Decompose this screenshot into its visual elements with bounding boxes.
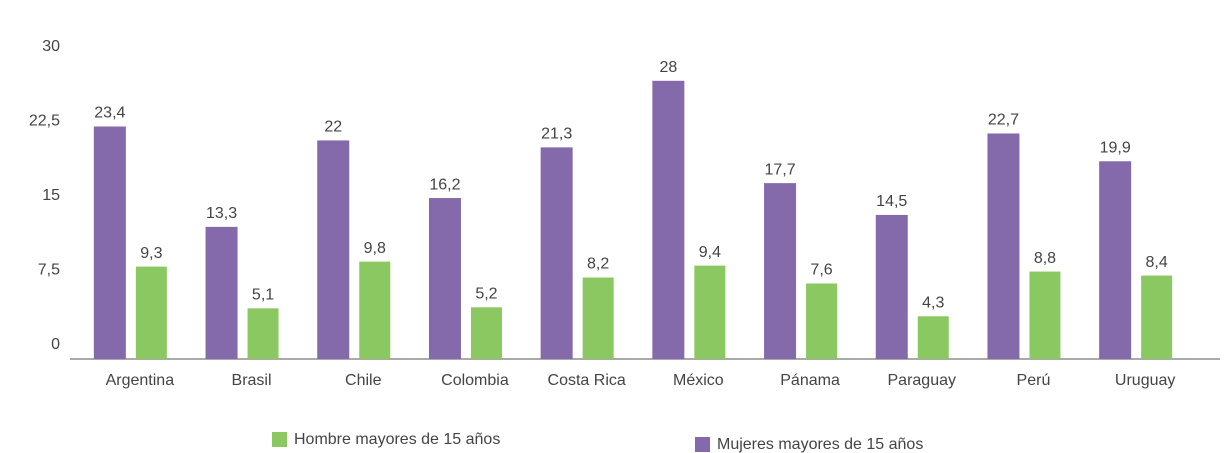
x-tick-label: Paraguay (888, 372, 957, 389)
value-label: 17,7 (764, 161, 795, 178)
bar (917, 316, 949, 359)
value-label: 9,4 (699, 244, 721, 261)
x-tick-label: Brasil (232, 372, 272, 389)
value-label: 23,4 (94, 105, 125, 122)
x-tick-label: Uruguay (1115, 372, 1175, 389)
legend-swatch (695, 437, 710, 452)
x-tick-label: Chile (345, 372, 382, 389)
bar (359, 261, 391, 359)
value-label: 4,3 (922, 294, 944, 311)
bar (135, 266, 167, 359)
x-tick-label: Costa Rica (548, 372, 626, 389)
bar (806, 283, 838, 359)
y-tick-label: 0 (51, 336, 60, 353)
value-label: 28 (659, 59, 677, 76)
legend-swatch (272, 432, 287, 447)
value-label: 22,7 (988, 112, 1019, 129)
bar (470, 307, 502, 359)
bar (428, 198, 461, 359)
x-tick-label: Colombia (441, 372, 509, 389)
bar (764, 183, 797, 359)
value-label: 9,8 (364, 240, 386, 257)
value-label: 9,3 (140, 245, 162, 262)
bar (540, 147, 573, 359)
bar (694, 265, 726, 359)
bar (317, 140, 350, 359)
bar (1099, 161, 1132, 359)
bar (247, 308, 279, 359)
value-label: 16,2 (429, 176, 460, 193)
value-label: 5,1 (252, 287, 274, 304)
bar (1141, 275, 1173, 359)
y-tick-label: 22,5 (29, 113, 60, 130)
value-label: 21,3 (541, 126, 572, 143)
x-tick-label: Perú (1017, 372, 1051, 389)
bar (875, 214, 908, 359)
value-label: 14,5 (876, 193, 907, 210)
x-tick-label: México (673, 372, 724, 389)
bar (1029, 271, 1061, 359)
legend-label: Hombre mayores de 15 años (294, 431, 500, 448)
bar (93, 126, 126, 359)
y-tick-label: 7,5 (38, 262, 60, 279)
value-label: 22 (324, 119, 342, 136)
bar (582, 277, 614, 359)
y-tick-label: 15 (42, 187, 60, 204)
value-label: 13,3 (206, 205, 237, 222)
value-label: 8,2 (587, 256, 609, 273)
bar (652, 80, 685, 359)
x-tick-label: Argentina (106, 372, 175, 389)
value-label: 19,9 (1100, 140, 1131, 157)
value-label: 7,6 (810, 262, 832, 279)
value-label: 5,2 (475, 286, 497, 303)
value-label: 8,8 (1034, 250, 1056, 267)
bar (987, 133, 1020, 359)
x-tick-label: Pánama (780, 372, 840, 389)
bar (205, 226, 238, 359)
value-label: 8,4 (1146, 254, 1168, 271)
legend-label: Mujeres mayores de 15 años (717, 436, 923, 453)
y-tick-label: 30 (42, 38, 60, 55)
